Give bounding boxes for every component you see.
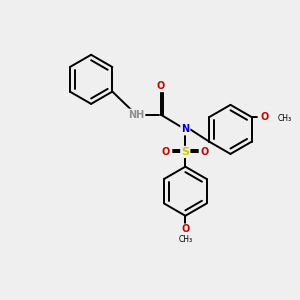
Text: N: N: [181, 124, 189, 134]
Text: CH₃: CH₃: [178, 235, 192, 244]
Text: S: S: [181, 147, 189, 157]
Text: O: O: [162, 147, 170, 157]
Text: O: O: [181, 224, 190, 235]
Text: CH₃: CH₃: [278, 114, 292, 123]
Text: O: O: [261, 112, 269, 122]
Text: O: O: [201, 147, 209, 157]
Text: O: O: [157, 81, 165, 91]
Text: NH: NH: [128, 110, 144, 120]
